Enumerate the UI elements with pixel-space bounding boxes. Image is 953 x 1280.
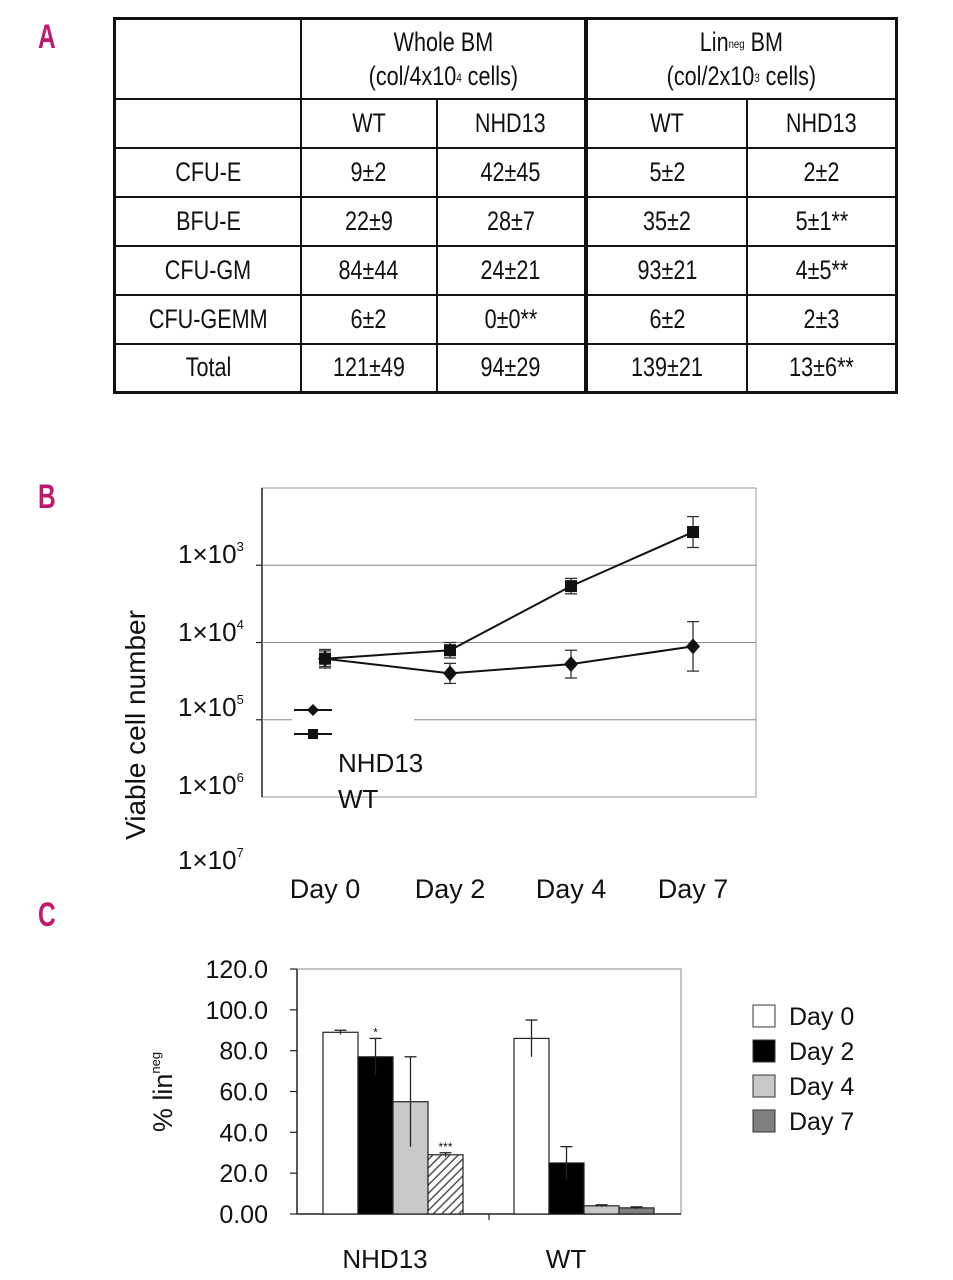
x-tick-label: Day 0 (290, 874, 361, 904)
x-tick-label: Day 7 (658, 874, 729, 904)
panel-b-label: B (38, 478, 56, 516)
bar-wt-day-4 (583, 1205, 620, 1215)
legend-swatch-day-2 (752, 1039, 776, 1063)
legend-marker-square (308, 729, 318, 739)
legend-label: Day 2 (789, 1038, 854, 1066)
y-tick-label: 100.0 (205, 997, 268, 1025)
table-cell: 121±49 (300, 342, 438, 394)
y-tick-label: 1×105 (178, 692, 244, 722)
colony-table: Whole BM (col/4x104 cells) Linneg BM (co… (113, 17, 898, 394)
plot-area-b (261, 487, 757, 798)
x-tick-label: Day 4 (536, 874, 607, 904)
table-row: Total 121±49 94±29 139±21 13±6** (113, 342, 898, 394)
legend-swatch-day-0 (752, 1004, 776, 1028)
bar-nhd13-day-7 (427, 1154, 464, 1215)
row-label: BFU-E (113, 195, 303, 247)
series-line-wt (324, 645, 694, 675)
data-point-diamond (686, 638, 700, 655)
bar-nhd13-day-0 (322, 1031, 359, 1215)
table-cell: 9±2 (300, 146, 438, 198)
table-cell: 5±1** (746, 195, 898, 247)
y-tick-label: 60.0 (219, 1079, 268, 1107)
y-tick-label: 1×103 (178, 539, 244, 569)
legend-label-wt: WT (338, 784, 379, 814)
legend-label: Day 0 (789, 1003, 854, 1031)
panel-c-label: C (38, 896, 56, 934)
x-tick-label: Day 2 (415, 874, 486, 904)
table-empty-cell (113, 97, 303, 149)
table-row: CFU-E 9±2 42±45 5±2 2±2 (113, 146, 898, 198)
table-cell: 4±5** (746, 244, 898, 296)
table-cell: 28±7 (435, 195, 587, 247)
bar-wt-day-2 (548, 1162, 585, 1215)
row-label: CFU-GEMM (113, 293, 303, 345)
legend-marker-diamond (307, 704, 319, 716)
table-row: CFU-GM 84±44 24±21 93±21 4±5** (113, 244, 898, 296)
data-point-square (565, 580, 577, 593)
y-axis-label-c: % linneg (148, 1052, 178, 1132)
y-tick-label: 1×106 (178, 770, 244, 800)
column-header: WT (583, 97, 749, 149)
bar-wt-day-0 (513, 1037, 550, 1215)
table-cell: 0±0** (435, 293, 587, 345)
whole-bm-header: Whole BM (col/4x104 cells) (300, 17, 587, 100)
table-cell: 94±29 (435, 342, 587, 394)
data-point-diamond (443, 665, 457, 682)
row-label: CFU-GM (113, 244, 303, 296)
data-point-diamond (564, 656, 578, 673)
significance-annotation: * (373, 1025, 378, 1039)
table-cell: 24±21 (435, 244, 587, 296)
legend-swatch-day-7 (752, 1109, 776, 1133)
table-cell: 6±2 (300, 293, 438, 345)
table-cell: 6±2 (583, 293, 749, 345)
y-tick-label: 20.0 (219, 1160, 268, 1188)
y-tick-label: 120.0 (205, 956, 268, 984)
column-header: WT (300, 97, 438, 149)
table-row: BFU-E 22±9 28±7 35±2 5±1** (113, 195, 898, 247)
y-tick-label: 80.0 (219, 1038, 268, 1066)
legend-label-nhd13: NHD13 (338, 748, 423, 778)
panel-a-label: A (38, 18, 56, 56)
table-cell: 2±3 (746, 293, 898, 345)
y-axis-label-b: Viable cell number (120, 610, 151, 840)
data-point-square (319, 652, 331, 665)
table-cell: 93±21 (583, 244, 749, 296)
y-tick-label: 0.00 (219, 1201, 268, 1229)
data-point-square (687, 526, 699, 539)
data-point-diamond (318, 650, 332, 667)
table-cell: 35±2 (583, 195, 749, 247)
data-point-square (444, 644, 456, 657)
table-cell: 84±44 (300, 244, 438, 296)
lin-neg-bm-header: Linneg BM (col/2x103 cells) (583, 17, 898, 100)
table-cell: 139±21 (583, 342, 749, 394)
series-line-nhd13 (324, 531, 694, 660)
table-row: CFU-GEMM 6±2 0±0** 6±2 2±3 (113, 293, 898, 345)
y-tick-label: 1×104 (178, 617, 244, 647)
table-cell: 13±6** (746, 342, 898, 394)
significance-annotation: *** (438, 1140, 452, 1154)
column-header: NHD13 (435, 97, 587, 149)
table-cell: 42±45 (435, 146, 587, 198)
row-label: CFU-E (113, 146, 303, 198)
table-cell: 22±9 (300, 195, 438, 247)
plot-area-c (296, 968, 682, 1215)
x-category-label: WT (546, 1244, 587, 1274)
table-cell: 5±2 (583, 146, 749, 198)
legend-swatch-day-4 (752, 1074, 776, 1098)
table-corner-cell (113, 17, 303, 100)
bar-nhd13-day-4 (392, 1101, 429, 1215)
table-cell: 2±2 (746, 146, 898, 198)
row-label: Total (113, 342, 303, 394)
y-tick-label: 1×107 (178, 845, 244, 875)
x-category-label: NHD13 (342, 1244, 427, 1274)
bar-nhd13-day-2 (357, 1056, 394, 1215)
bar-wt-day-7 (618, 1207, 655, 1215)
y-tick-label: 40.0 (219, 1119, 268, 1147)
column-header: NHD13 (746, 97, 898, 149)
legend-label: Day 7 (789, 1108, 854, 1136)
legend-label: Day 4 (789, 1073, 854, 1101)
